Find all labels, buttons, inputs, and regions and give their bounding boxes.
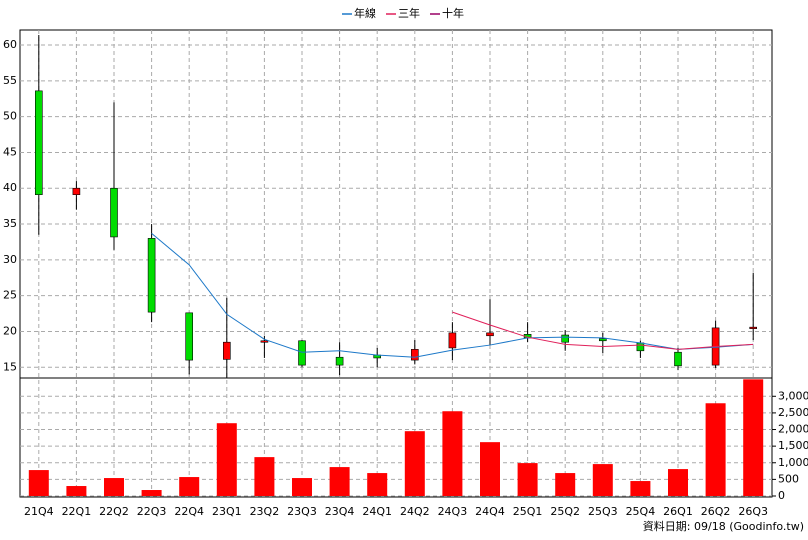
candle-body bbox=[185, 312, 193, 361]
candle-body bbox=[260, 340, 269, 343]
x-tick-label: 23Q3 bbox=[287, 505, 317, 518]
x-tick-label: 26Q1 bbox=[663, 505, 693, 518]
x-tick-label: 23Q2 bbox=[250, 505, 280, 518]
y2-tick-label: 1,000 bbox=[778, 456, 808, 469]
volume-bar bbox=[104, 478, 124, 496]
candle-body bbox=[636, 342, 645, 352]
x-tick-label: 22Q4 bbox=[174, 505, 204, 518]
y2-tick-label: 2,000 bbox=[778, 423, 808, 436]
x-tick-label: 22Q3 bbox=[137, 505, 167, 518]
y2-tick-label: 500 bbox=[778, 472, 799, 485]
y-tick-label: 20 bbox=[3, 324, 17, 337]
candle-body bbox=[448, 332, 457, 349]
volume-bar bbox=[292, 478, 312, 496]
y-tick-label: 45 bbox=[3, 145, 17, 158]
x-tick-label: 22Q1 bbox=[62, 505, 92, 518]
y-tick-label: 55 bbox=[3, 74, 17, 87]
volume-bar bbox=[329, 467, 350, 496]
candle-body bbox=[749, 326, 758, 329]
candle-body bbox=[598, 338, 607, 342]
y2-tick-label: 2,500 bbox=[778, 406, 808, 419]
y-tick-label: 35 bbox=[3, 217, 17, 230]
candle-body bbox=[110, 187, 118, 238]
volume-bar bbox=[555, 473, 576, 496]
volume-bar bbox=[66, 486, 87, 496]
y-tick-label: 30 bbox=[3, 253, 17, 266]
volume-bar bbox=[517, 463, 538, 496]
volume-bar bbox=[630, 481, 651, 496]
x-tick-label: 26Q3 bbox=[738, 505, 768, 518]
volume-bar bbox=[216, 423, 237, 496]
x-tick-label: 24Q3 bbox=[438, 505, 468, 518]
x-tick-label: 26Q2 bbox=[701, 505, 731, 518]
volume-bar bbox=[442, 411, 463, 496]
candle-body bbox=[674, 351, 682, 367]
y-tick-label: 60 bbox=[3, 38, 17, 51]
candle-body bbox=[223, 341, 231, 360]
x-tick-label: 23Q4 bbox=[325, 505, 355, 518]
x-tick-label: 22Q2 bbox=[99, 505, 129, 518]
volume-bar bbox=[668, 469, 688, 496]
candle-body bbox=[486, 332, 494, 337]
volume-bar bbox=[179, 477, 200, 496]
volume-bar bbox=[367, 473, 388, 496]
x-tick-label: 24Q2 bbox=[400, 505, 430, 518]
x-tick-label: 25Q4 bbox=[626, 505, 656, 518]
line-series bbox=[151, 232, 754, 358]
legend: 年線 三年 十年 bbox=[342, 6, 464, 20]
candle-body bbox=[410, 349, 419, 361]
legend-label: 年線 bbox=[354, 6, 376, 20]
candle-body bbox=[298, 340, 306, 366]
volume-bar bbox=[480, 442, 500, 496]
y-tick-label: 50 bbox=[3, 110, 17, 123]
x-tick-label: 25Q2 bbox=[550, 505, 580, 518]
plot-frame bbox=[19, 29, 773, 498]
x-tick-label: 24Q1 bbox=[362, 505, 392, 518]
volume-bar bbox=[28, 470, 49, 496]
x-tick-label: 24Q4 bbox=[475, 505, 505, 518]
volume-bar bbox=[705, 403, 726, 496]
volume-bar bbox=[592, 464, 613, 496]
y-tick-label: 25 bbox=[3, 289, 17, 302]
x-tick-label: 23Q1 bbox=[212, 505, 242, 518]
source-note: 資料日期: 09/18 (Goodinfo.tw) bbox=[643, 519, 804, 533]
y-tick-label: 40 bbox=[3, 181, 17, 194]
volume-bar bbox=[254, 457, 275, 496]
candle-body bbox=[147, 238, 156, 313]
candle-body bbox=[335, 356, 344, 366]
candle-body bbox=[34, 90, 43, 195]
volume-bar bbox=[141, 490, 162, 496]
x-tick-label: 25Q3 bbox=[588, 505, 618, 518]
candle-body bbox=[72, 187, 81, 195]
y2-tick-label: 0 bbox=[778, 489, 785, 502]
legend-label: 三年 bbox=[398, 6, 420, 20]
y2-tick-label: 3,000 bbox=[778, 389, 808, 402]
y2-tick-label: 1,500 bbox=[778, 439, 808, 452]
x-tick-label: 25Q1 bbox=[513, 505, 543, 518]
line-series bbox=[452, 311, 754, 350]
legend-label: 十年 bbox=[442, 6, 464, 20]
volume-bar bbox=[743, 379, 764, 496]
volume-bar bbox=[404, 431, 425, 496]
candle-body bbox=[561, 334, 570, 343]
y-tick-label: 15 bbox=[3, 360, 17, 373]
x-tick-label: 21Q4 bbox=[24, 505, 54, 518]
